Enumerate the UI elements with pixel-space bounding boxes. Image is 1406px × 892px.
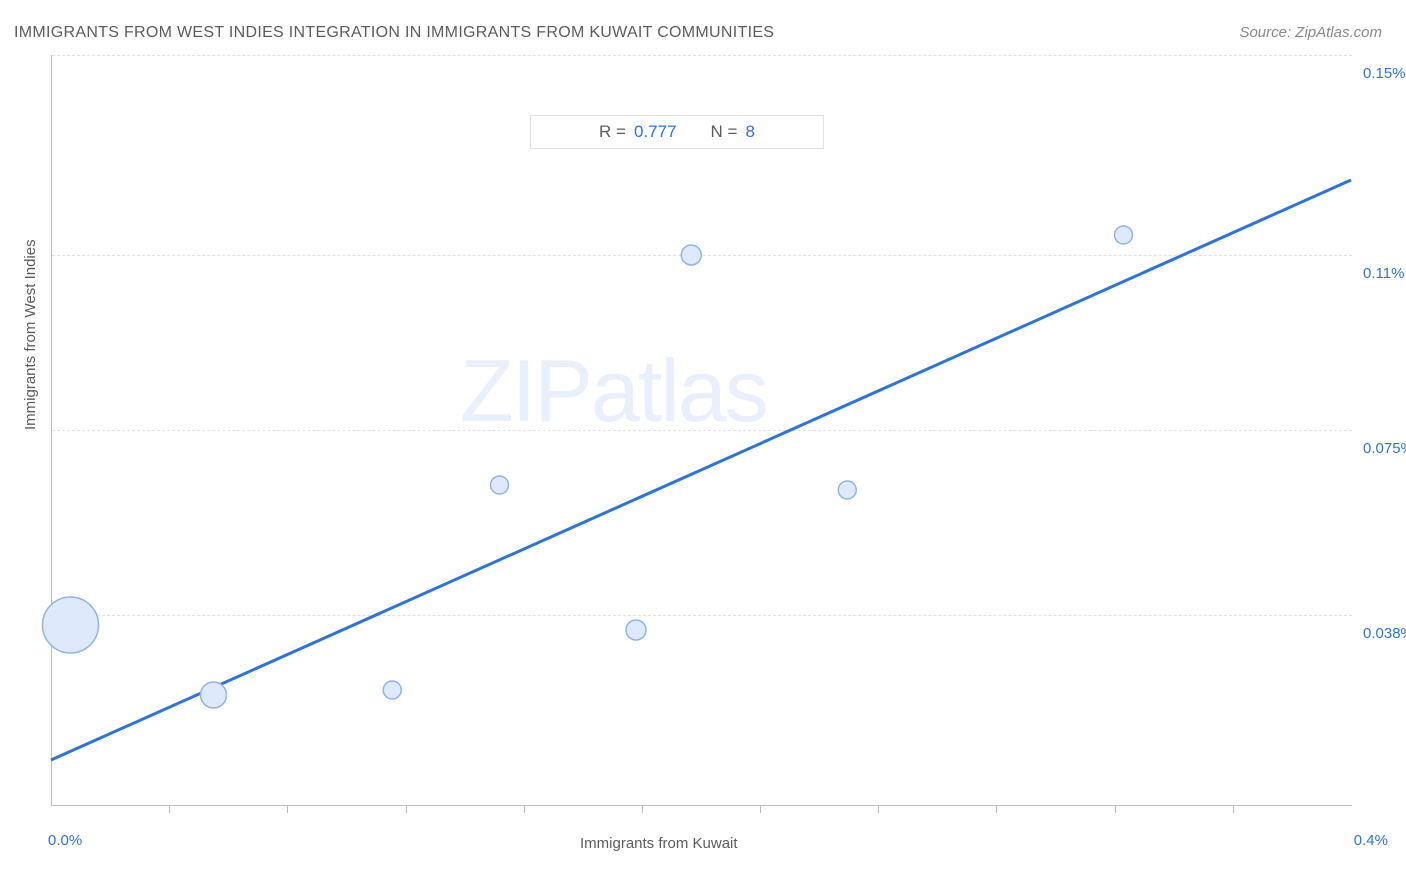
y-tick-label: 0.11% <box>1363 265 1404 282</box>
data-point[interactable] <box>491 476 509 494</box>
x-tick <box>406 805 407 813</box>
x-tick <box>524 805 525 813</box>
x-tick <box>996 805 997 813</box>
data-point[interactable] <box>838 481 856 499</box>
y-tick-label: 0.038% <box>1363 625 1406 642</box>
x-tick <box>878 805 879 813</box>
data-point[interactable] <box>43 597 99 653</box>
x-tick <box>1115 805 1116 813</box>
y-tick-label: 0.15% <box>1363 65 1406 82</box>
trend-line <box>51 180 1351 760</box>
x-tick <box>287 805 288 813</box>
y-tick-label: 0.075% <box>1363 440 1406 457</box>
y-axis-label: Immigrants from West Indies <box>22 239 39 430</box>
x-tick <box>1233 805 1234 813</box>
data-point[interactable] <box>1115 226 1133 244</box>
x-min-label: 0.0% <box>48 832 82 849</box>
source-attribution: Source: ZipAtlas.com <box>1239 24 1382 41</box>
x-max-label: 0.4% <box>1354 832 1388 849</box>
data-point[interactable] <box>383 681 401 699</box>
data-point[interactable] <box>681 245 701 265</box>
data-point[interactable] <box>201 682 227 708</box>
x-tick <box>760 805 761 813</box>
chart-svg <box>51 55 1351 805</box>
x-tick <box>169 805 170 813</box>
x-tick <box>642 805 643 813</box>
data-point[interactable] <box>626 620 646 640</box>
chart-title: IMMIGRANTS FROM WEST INDIES INTEGRATION … <box>14 24 774 42</box>
x-axis-label: Immigrants from Kuwait <box>580 835 738 852</box>
